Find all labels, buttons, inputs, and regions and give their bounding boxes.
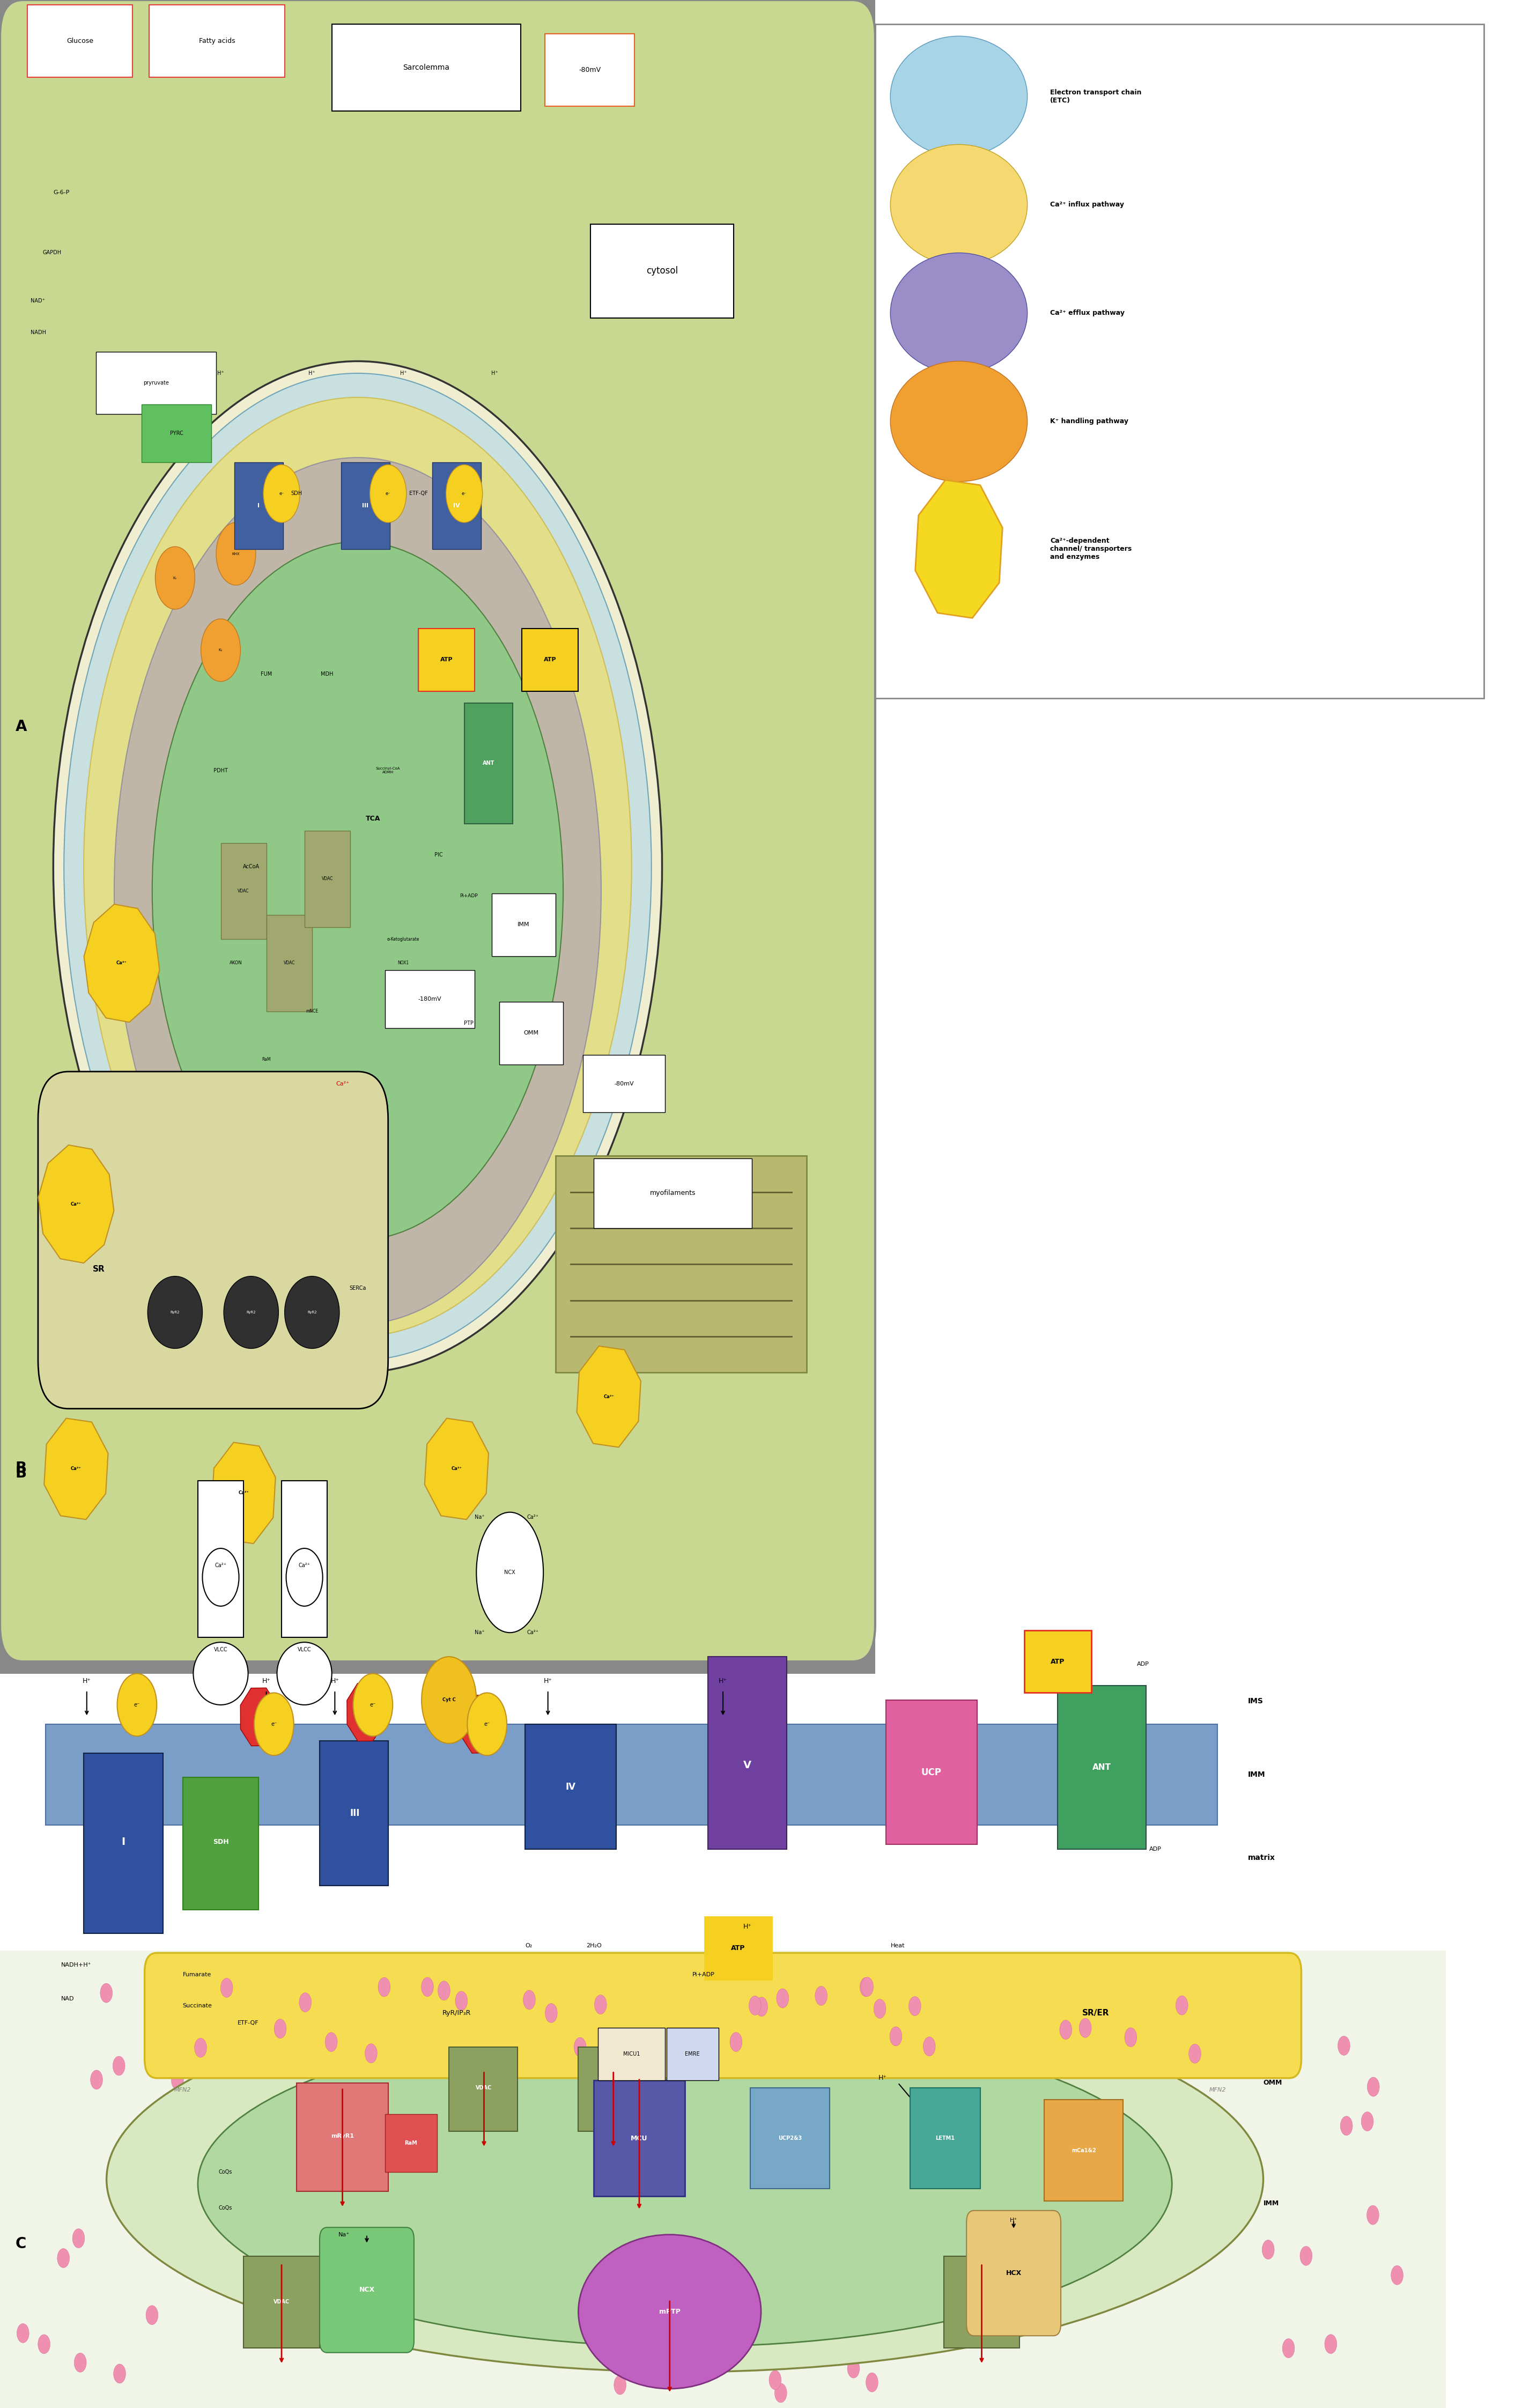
Text: HCX: HCX xyxy=(1006,2271,1021,2276)
Text: Fumarate: Fumarate xyxy=(183,1972,212,1977)
Circle shape xyxy=(1367,2206,1379,2225)
Text: Na⁺: Na⁺ xyxy=(475,1515,484,1519)
Text: RyR2: RyR2 xyxy=(307,1310,317,1315)
Circle shape xyxy=(365,2044,377,2064)
Text: B: B xyxy=(15,1462,26,1476)
Text: e⁻: e⁻ xyxy=(370,1702,376,1707)
Text: e⁻: e⁻ xyxy=(271,1722,277,1727)
Circle shape xyxy=(1090,1994,1102,2013)
Text: e⁻: e⁻ xyxy=(134,1702,140,1707)
Circle shape xyxy=(554,1970,566,1989)
FancyBboxPatch shape xyxy=(667,2028,718,2081)
Text: -80mV: -80mV xyxy=(615,1081,633,1086)
Circle shape xyxy=(966,1999,979,2018)
Text: MICU1: MICU1 xyxy=(622,2052,641,2056)
Circle shape xyxy=(117,1674,157,1736)
FancyBboxPatch shape xyxy=(142,405,212,462)
Ellipse shape xyxy=(53,361,662,1373)
Text: NCX: NCX xyxy=(359,2288,374,2292)
FancyBboxPatch shape xyxy=(320,2227,414,2353)
Circle shape xyxy=(90,2071,102,2090)
Text: ETF-QF: ETF-QF xyxy=(237,2020,259,2025)
Text: H⁺: H⁺ xyxy=(262,1678,271,1683)
Circle shape xyxy=(155,547,195,609)
Circle shape xyxy=(38,2333,50,2353)
Text: EMRE: EMRE xyxy=(685,2052,700,2056)
Text: VDAC: VDAC xyxy=(237,889,250,893)
Text: Ca²⁺ influx pathway: Ca²⁺ influx pathway xyxy=(1050,202,1125,207)
FancyBboxPatch shape xyxy=(432,462,481,549)
Text: H⁺: H⁺ xyxy=(543,1678,552,1683)
Circle shape xyxy=(866,2372,878,2391)
Text: ETF-QF: ETF-QF xyxy=(409,491,428,496)
Text: IV: IV xyxy=(566,1782,575,1792)
Text: RaM: RaM xyxy=(405,2141,417,2146)
Circle shape xyxy=(58,2249,70,2268)
Ellipse shape xyxy=(286,1548,323,1606)
Text: Glucose: Glucose xyxy=(67,39,93,43)
Text: ATP: ATP xyxy=(543,657,557,662)
Circle shape xyxy=(254,1693,294,1755)
FancyBboxPatch shape xyxy=(0,0,875,1674)
Text: IV: IV xyxy=(454,503,460,508)
Text: Ca²⁺: Ca²⁺ xyxy=(527,1515,539,1519)
Circle shape xyxy=(846,1977,858,1996)
FancyBboxPatch shape xyxy=(886,1700,977,1845)
Text: ATP: ATP xyxy=(440,657,454,662)
FancyBboxPatch shape xyxy=(38,1072,388,1409)
Circle shape xyxy=(1262,2239,1274,2259)
FancyBboxPatch shape xyxy=(266,915,312,1011)
FancyBboxPatch shape xyxy=(594,1158,752,1228)
Ellipse shape xyxy=(890,253,1027,373)
Circle shape xyxy=(545,2003,557,2023)
Text: Ca²⁺: Ca²⁺ xyxy=(116,961,128,966)
FancyBboxPatch shape xyxy=(966,2211,1061,2336)
Text: ADP: ADP xyxy=(1137,1662,1149,1666)
Circle shape xyxy=(422,1977,434,1996)
Text: NADH+H⁺: NADH+H⁺ xyxy=(61,1963,91,1967)
Circle shape xyxy=(1177,1996,1189,2015)
Circle shape xyxy=(613,2374,626,2394)
FancyBboxPatch shape xyxy=(0,1674,1294,1938)
FancyBboxPatch shape xyxy=(221,843,266,939)
Ellipse shape xyxy=(152,542,563,1240)
Text: KHX: KHX xyxy=(231,551,240,556)
Text: SR/ER: SR/ER xyxy=(1082,2008,1110,2018)
Circle shape xyxy=(248,2316,260,2336)
FancyBboxPatch shape xyxy=(46,1724,1218,1825)
Text: CoQs: CoQs xyxy=(219,2206,231,2211)
Text: Ca²⁺: Ca²⁺ xyxy=(215,1563,227,1568)
Circle shape xyxy=(326,2032,338,2052)
Text: Cyt C: Cyt C xyxy=(443,1698,455,1702)
Text: Ca²⁺: Ca²⁺ xyxy=(237,1491,250,1495)
FancyBboxPatch shape xyxy=(385,970,475,1028)
FancyBboxPatch shape xyxy=(183,1777,259,1910)
Text: Ca²⁺: Ca²⁺ xyxy=(336,1081,349,1086)
FancyBboxPatch shape xyxy=(598,2028,665,2081)
Text: Succinyl-CoA
ADMH: Succinyl-CoA ADMH xyxy=(376,768,400,773)
Text: NOX1: NOX1 xyxy=(397,961,409,966)
Text: H⁺: H⁺ xyxy=(82,1678,91,1683)
Text: H⁺: H⁺ xyxy=(718,1678,728,1683)
Text: SR: SR xyxy=(93,1264,105,1274)
FancyBboxPatch shape xyxy=(320,1741,388,1885)
FancyBboxPatch shape xyxy=(591,224,734,318)
Text: cytosol: cytosol xyxy=(647,265,677,277)
Circle shape xyxy=(1125,2028,1137,2047)
Circle shape xyxy=(1367,2078,1379,2097)
Circle shape xyxy=(75,2353,87,2372)
FancyBboxPatch shape xyxy=(149,5,285,77)
Text: Na⁺: Na⁺ xyxy=(475,1630,484,1635)
Text: III: III xyxy=(350,1808,359,1818)
Text: Fatty acids: Fatty acids xyxy=(199,39,234,43)
FancyBboxPatch shape xyxy=(750,2088,829,2189)
Text: α-Ketoglutarate: α-Ketoglutarate xyxy=(387,937,420,942)
Text: V: V xyxy=(743,1760,752,1770)
FancyBboxPatch shape xyxy=(556,1156,807,1373)
FancyBboxPatch shape xyxy=(0,0,875,1662)
Text: pryruvate: pryruvate xyxy=(143,380,169,385)
FancyBboxPatch shape xyxy=(522,628,578,691)
Text: CoQs: CoQs xyxy=(219,2170,231,2174)
Circle shape xyxy=(924,2037,936,2056)
